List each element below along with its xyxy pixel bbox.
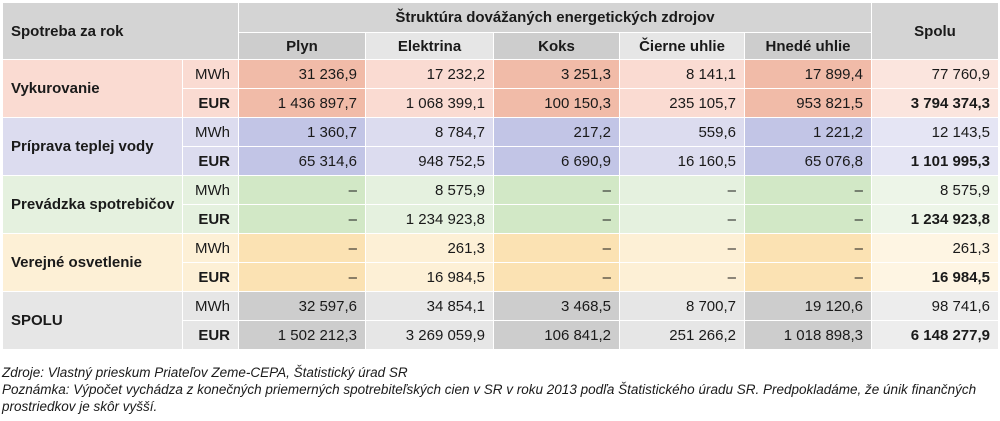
table-cell: –: [619, 262, 745, 292]
table-cell: –: [619, 204, 745, 234]
table-cell: 65 314,6: [238, 146, 366, 176]
table-cell: –: [743, 175, 873, 205]
table-cell: 106 841,2: [493, 320, 620, 350]
fuel-header: Hnedé uhlie: [743, 32, 873, 60]
total-cell: 98 741,6: [871, 291, 1000, 321]
table-cell: –: [238, 175, 366, 205]
table-cell: 6 690,9: [493, 146, 620, 176]
table-cell: –: [743, 204, 873, 234]
table-row: Prevádzka spotrebičov MWh – 8 575,9 – – …: [2, 175, 1000, 234]
fuel-header: Koks: [493, 32, 620, 60]
table-row: EUR 65 314,6 948 752,5 6 690,9 16 160,5 …: [3, 146, 1000, 176]
table-cell: 100 150,3: [493, 88, 620, 118]
unit-label: EUR: [182, 88, 239, 118]
table-cell: –: [743, 233, 873, 263]
section-label-total: SPOLU: [2, 291, 183, 350]
table-cell: 8 141,1: [619, 59, 745, 89]
table-cell: –: [493, 233, 620, 263]
table-cell: 948 752,5: [365, 146, 494, 176]
section-label-public-lighting: Verejné osvetlenie: [2, 233, 183, 292]
table-cell: 31 236,9: [238, 59, 366, 89]
total-header-label: Spolu: [871, 2, 1000, 60]
total-cell: 77 760,9: [871, 59, 1000, 89]
table-cell: 217,2: [493, 117, 620, 147]
remark-note: Poznámka: Výpočet vychádza z konečných p…: [2, 382, 977, 414]
source-note: Zdroje: Vlastný prieskum Priateľov Zeme-…: [2, 365, 408, 380]
table-cell: 8 575,9: [365, 175, 494, 205]
section-label-hot-water: Príprava teplej vody: [2, 117, 183, 176]
fuel-header: Plyn: [238, 32, 366, 60]
table-cell: 19 120,6: [743, 291, 873, 321]
unit-label: MWh: [182, 291, 239, 321]
table-cell: 1 360,7: [238, 117, 366, 147]
table-row: SPOLU MWh 32 597,6 34 854,1 3 468,5 8 70…: [2, 291, 1000, 350]
table-cell: –: [493, 262, 620, 292]
table-row: EUR 1 436 897,7 1 068 399,1 100 150,3 23…: [3, 88, 1000, 118]
total-cell: 261,3: [871, 233, 1000, 263]
unit-label: MWh: [182, 59, 239, 89]
table-cell: 1 068 399,1: [365, 88, 494, 118]
table-notes: Zdroje: Vlastný prieskum Priateľov Zeme-…: [2, 364, 998, 415]
unit-label: EUR: [182, 320, 239, 350]
table-cell: –: [238, 233, 366, 263]
total-cell: 1 101 995,3: [871, 146, 1000, 176]
table-cell: 8 784,7: [365, 117, 494, 147]
unit-label: EUR: [182, 204, 239, 234]
table-cell: –: [743, 262, 873, 292]
unit-label: MWh: [182, 175, 239, 205]
section-label-heating: Vykurovanie: [2, 59, 183, 118]
table-cell: 953 821,5: [743, 88, 873, 118]
table-row: EUR 1 502 212,3 3 269 059,9 106 841,2 25…: [3, 320, 1000, 350]
group-header-label: Štruktúra dovážaných energetických zdroj…: [237, 2, 873, 33]
table-cell: 65 076,8: [743, 146, 873, 176]
table-cell: –: [493, 204, 620, 234]
total-cell: 3 794 374,3: [871, 88, 1000, 118]
table-cell: 8 700,7: [619, 291, 745, 321]
table-cell: 1 018 898,3: [743, 320, 873, 350]
table-cell: 3 251,3: [493, 59, 620, 89]
table-cell: 16 984,5: [365, 262, 494, 292]
table-cell: 235 105,7: [619, 88, 745, 118]
total-cell: 16 984,5: [871, 262, 1000, 292]
unit-label: EUR: [182, 146, 239, 176]
total-cell: 8 575,9: [871, 175, 1000, 205]
energy-consumption-table: Spotreba za rok Štruktúra dovážaných ene…: [2, 2, 1000, 350]
table-cell: 251 266,2: [619, 320, 745, 350]
table-cell: 3 269 059,9: [365, 320, 494, 350]
table-cell: –: [619, 175, 745, 205]
table-cell: 34 854,1: [365, 291, 494, 321]
total-cell: 6 148 277,9: [871, 320, 1000, 350]
fuel-header: Čierne uhlie: [619, 32, 745, 60]
table-row: EUR – 1 234 923,8 – – – 1 234 923,8: [3, 204, 1000, 234]
table-cell: 1 234 923,8: [365, 204, 494, 234]
table-cell: –: [493, 175, 620, 205]
table-cell: 17 899,4: [743, 59, 873, 89]
table-row: Verejné osvetlenie MWh – 261,3 – – – 261…: [2, 233, 1000, 292]
unit-label: MWh: [182, 233, 239, 263]
table-cell: –: [238, 204, 366, 234]
table-cell: –: [619, 233, 745, 263]
table-row: Vykurovanie MWh 31 236,9 17 232,2 3 251,…: [2, 59, 1000, 118]
row-header-label: Spotreba za rok: [2, 2, 239, 60]
total-cell: 12 143,5: [871, 117, 1000, 147]
table-cell: 1 221,2: [743, 117, 873, 147]
table-cell: 1 502 212,3: [238, 320, 366, 350]
table-row: Príprava teplej vody MWh 1 360,7 8 784,7…: [2, 117, 1000, 176]
fuel-header: Elektrina: [365, 32, 494, 60]
unit-label: EUR: [182, 262, 239, 292]
table-cell: –: [238, 262, 366, 292]
total-cell: 1 234 923,8: [871, 204, 1000, 234]
table-cell: 559,6: [619, 117, 745, 147]
table-cell: 261,3: [365, 233, 494, 263]
table-cell: 32 597,6: [238, 291, 366, 321]
unit-label: MWh: [182, 117, 239, 147]
table-cell: 17 232,2: [365, 59, 494, 89]
table-cell: 16 160,5: [619, 146, 745, 176]
table-cell: 1 436 897,7: [238, 88, 366, 118]
section-label-appliances: Prevádzka spotrebičov: [2, 175, 183, 234]
table-cell: 3 468,5: [493, 291, 620, 321]
